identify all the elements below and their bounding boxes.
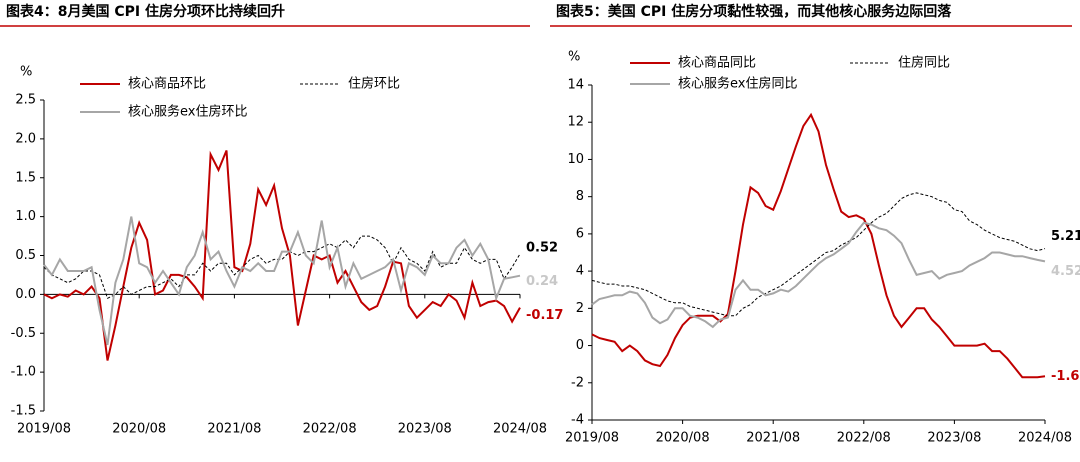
y-tick-label: 0	[576, 338, 584, 353]
y-tick-label: -2	[571, 375, 584, 390]
y-tick-label: 1.5	[15, 170, 36, 185]
x-tick-label: 2019/08	[17, 422, 71, 437]
end-label: 4.52	[1051, 264, 1080, 279]
x-tick-label: 2019/08	[565, 431, 619, 446]
y-tick-label: 12	[567, 115, 584, 130]
series-line	[43, 216, 521, 346]
end-label: -1.65	[1051, 369, 1080, 384]
end-label: -0.17	[526, 308, 563, 323]
y-tick-label: 0.5	[15, 248, 36, 263]
x-tick-label: 2024/08	[1018, 431, 1072, 446]
x-tick-label: 2022/08	[837, 431, 891, 446]
x-tick-label: 2023/08	[398, 422, 452, 437]
x-tick-label: 2020/08	[112, 422, 166, 437]
y-axis-unit: %	[20, 65, 32, 80]
series-line	[591, 112, 1046, 379]
y-tick-label: 8	[576, 189, 584, 204]
y-tick-label: -1.5	[11, 404, 36, 419]
y-tick-label: -0.5	[11, 326, 36, 341]
y-tick-label: 2.5	[15, 93, 36, 108]
y-tick-label: -4	[571, 413, 584, 428]
x-tick-label: 2021/08	[746, 431, 800, 446]
legend-label: 核心服务ex住房同比	[678, 76, 797, 92]
y-axis-unit: %	[568, 50, 580, 65]
y-tick-label: 6	[576, 226, 584, 241]
y-tick-label: 4	[576, 264, 584, 279]
legend-label: 核心商品同比	[678, 56, 756, 71]
chart-title: 图表4：8月美国 CPI 住房分项环比持续回升	[6, 3, 285, 20]
y-tick-label: 2.0	[15, 131, 36, 146]
y-tick-label: 0.0	[15, 287, 36, 302]
x-tick-label: 2023/08	[927, 431, 981, 446]
series-line	[591, 192, 1046, 317]
y-tick-label: 1.0	[15, 209, 36, 224]
y-tick-label: 10	[567, 152, 584, 167]
end-label: 5.21	[1051, 229, 1080, 244]
x-tick-label: 2024/08	[493, 422, 547, 437]
chart-title: 图表5：美国 CPI 住房分项黏性较强，而其他核心服务边际回落	[556, 3, 952, 20]
legend-label: 住房环比	[348, 76, 400, 92]
series-line	[591, 221, 1046, 329]
x-tick-label: 2022/08	[303, 422, 357, 437]
series-line	[43, 235, 521, 300]
y-tick-label: 2	[576, 301, 584, 316]
end-label: 0.24	[526, 274, 558, 289]
x-tick-label: 2020/08	[656, 431, 710, 446]
legend-label: 核心商品环比	[128, 77, 206, 92]
series-line	[43, 150, 521, 361]
y-tick-label: 14	[567, 78, 584, 93]
legend-label: 核心服务ex住房环比	[128, 104, 247, 120]
end-label: 0.52	[526, 240, 558, 255]
x-tick-label: 2021/08	[207, 422, 261, 437]
legend-label: 住房同比	[898, 55, 950, 71]
y-tick-label: -1.0	[11, 365, 36, 380]
